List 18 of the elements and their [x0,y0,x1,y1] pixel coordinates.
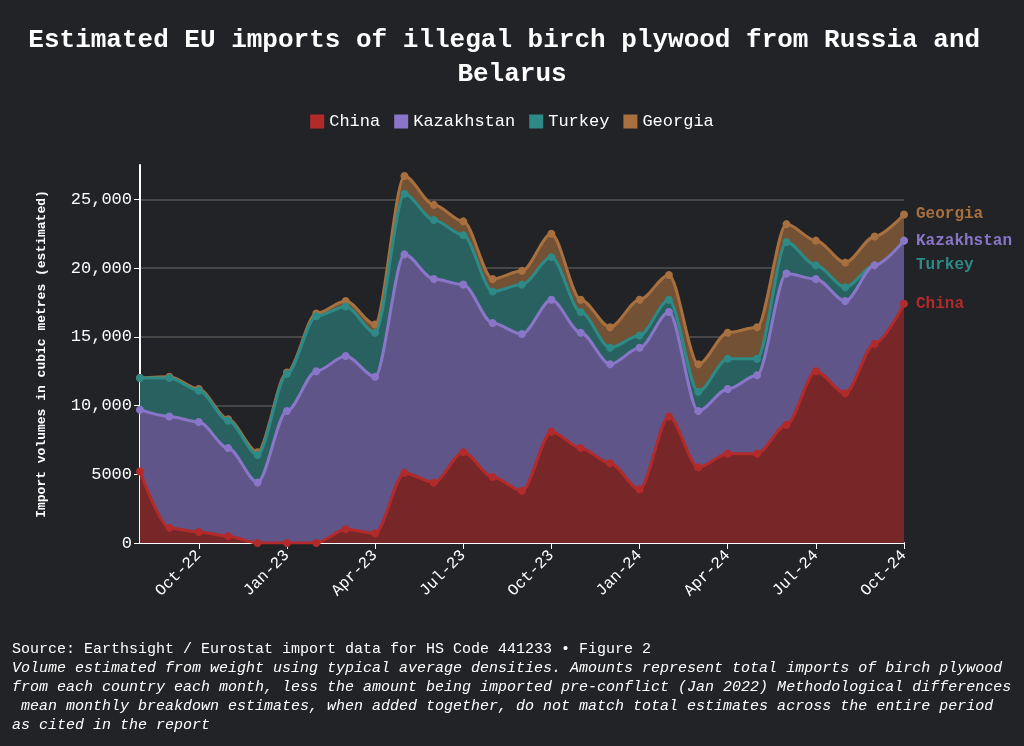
y-tick-label: 0 [121,533,132,553]
chart-title: Estimated EU imports of illegal birch plywood from Russia and Belarus [28,25,996,89]
y-tick-label: 5000 [91,464,132,484]
text: Georgia [916,205,984,224]
text: Turkey [916,255,974,274]
text: Volume estimated from weight using typical average densities. Amounts represent total imports of birch plywood from each country each month, less the amount being imported pre-conflict (Jan 2022) Methodological differences mean monthly breakdown estimates, when added together, do not match total estimates across the entire period as cited in the report [12,660,1012,734]
source-note: Source: Earthsight / Eurostat import data for HS Code 441233 • Figure 2 [12,641,652,658]
text: China [916,294,965,313]
legend-label: Turkey [548,112,610,131]
legend-label: Georgia [642,112,714,131]
y-tick-label: 10,000 [70,396,132,416]
legend-label: Kazakhstan [413,112,516,131]
y-tick-label: 20,000 [70,258,132,278]
y-tick-label: 15,000 [70,327,132,347]
text: Kazakhstan [916,231,1013,250]
y-axis-title: Import volumes in cubic metres (estimated) [34,190,49,518]
legend-label: China [329,112,381,131]
y-tick-label: 25,000 [70,189,132,209]
